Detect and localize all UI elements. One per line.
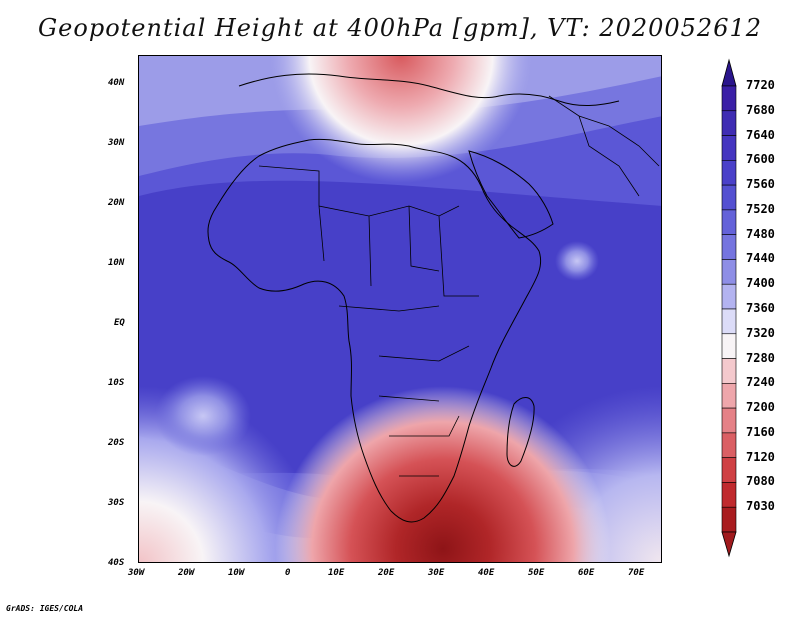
map-plot-area	[138, 55, 662, 563]
lon-label: 10E	[328, 568, 345, 578]
lon-label: 30E	[428, 568, 445, 578]
europe-coastline	[238, 73, 620, 106]
colorbar-segment	[721, 482, 737, 508]
colorbar-level-label: 7600	[746, 152, 775, 167]
lat-label: EQ	[114, 318, 125, 328]
height-field-map	[139, 56, 661, 562]
colorbar-segment	[721, 85, 737, 112]
colorbar-segment	[721, 457, 737, 483]
colorbar-level-label: 7080	[746, 474, 775, 489]
colorbar-level-label: 7440	[746, 251, 775, 266]
arabia-coastline	[468, 150, 554, 239]
colorbar-level-label: 7560	[746, 177, 775, 192]
colorbar-segment	[721, 234, 737, 260]
colorbar-segment	[721, 358, 737, 384]
colorbar-level-label: 7640	[746, 127, 775, 142]
colorbar-level-label: 7030	[746, 499, 775, 514]
colorbar-segment	[721, 407, 737, 434]
colorbar-level-label: 7200	[746, 400, 775, 415]
lon-label: 30W	[128, 568, 145, 578]
colorbar-segment	[721, 110, 737, 136]
colorbar-level-label: 7520	[746, 201, 775, 216]
africa-coastline	[207, 138, 542, 523]
credit-text: GrADS: IGES/COLA	[6, 604, 84, 613]
lat-label: 20S	[108, 438, 125, 448]
country-borders	[258, 165, 479, 477]
lon-label: 20E	[378, 568, 395, 578]
lon-label: 40E	[478, 568, 495, 578]
lat-label: 30N	[108, 138, 125, 148]
colorbar-level-label: 7680	[746, 102, 775, 117]
colorbar-segment	[721, 506, 737, 533]
south-low-anomaly	[139, 56, 661, 562]
colorbar-segment	[721, 160, 737, 186]
indian-ocean-eddy	[555, 241, 599, 281]
lat-label: 20N	[108, 198, 125, 208]
colorbar-level-label: 7360	[746, 301, 775, 315]
asia-borders	[548, 95, 660, 197]
lon-label: 60E	[578, 568, 595, 578]
map-title: Geopotential Height at 400hPa [gpm], VT:…	[38, 14, 762, 42]
madagascar-coastline	[506, 397, 535, 467]
lon-label: 70E	[628, 568, 645, 578]
colorbar-level-label: 7280	[746, 350, 775, 365]
lon-label: 20W	[178, 568, 195, 578]
colorbar-segment	[721, 184, 737, 211]
colorbar-segment	[721, 333, 737, 359]
lat-label: 10S	[108, 378, 125, 388]
colorbar-segment	[721, 135, 737, 161]
colorbar-segment	[721, 283, 737, 310]
lon-label: 50E	[528, 568, 545, 578]
colorbar-bottom-arrow	[721, 531, 737, 558]
colorbar-level-label: 7120	[746, 449, 775, 464]
colorbar-level-label: 7400	[746, 276, 775, 291]
colorbar-segment	[721, 209, 737, 235]
lat-label: 10N	[108, 258, 125, 268]
lat-label: 30S	[108, 498, 125, 508]
atlantic-eddy	[155, 376, 251, 456]
colorbar	[721, 58, 737, 558]
colorbar-segment	[721, 259, 737, 285]
colorbar-level-label: 7320	[746, 325, 775, 340]
lon-label: 10W	[228, 568, 245, 578]
colorbar-top-arrow	[721, 58, 737, 87]
lat-label: 40N	[108, 78, 125, 88]
colorbar-segment	[721, 432, 737, 458]
colorbar-level-label: 7240	[746, 375, 775, 390]
colorbar-level-label: 7720	[746, 78, 775, 92]
colorbar-level-label: 7480	[746, 226, 775, 241]
lon-label: 0	[285, 568, 291, 578]
colorbar-segment	[721, 308, 737, 335]
colorbar-segment	[721, 383, 737, 409]
colorbar-level-label: 7160	[746, 424, 775, 439]
lat-label: 40S	[108, 558, 125, 568]
